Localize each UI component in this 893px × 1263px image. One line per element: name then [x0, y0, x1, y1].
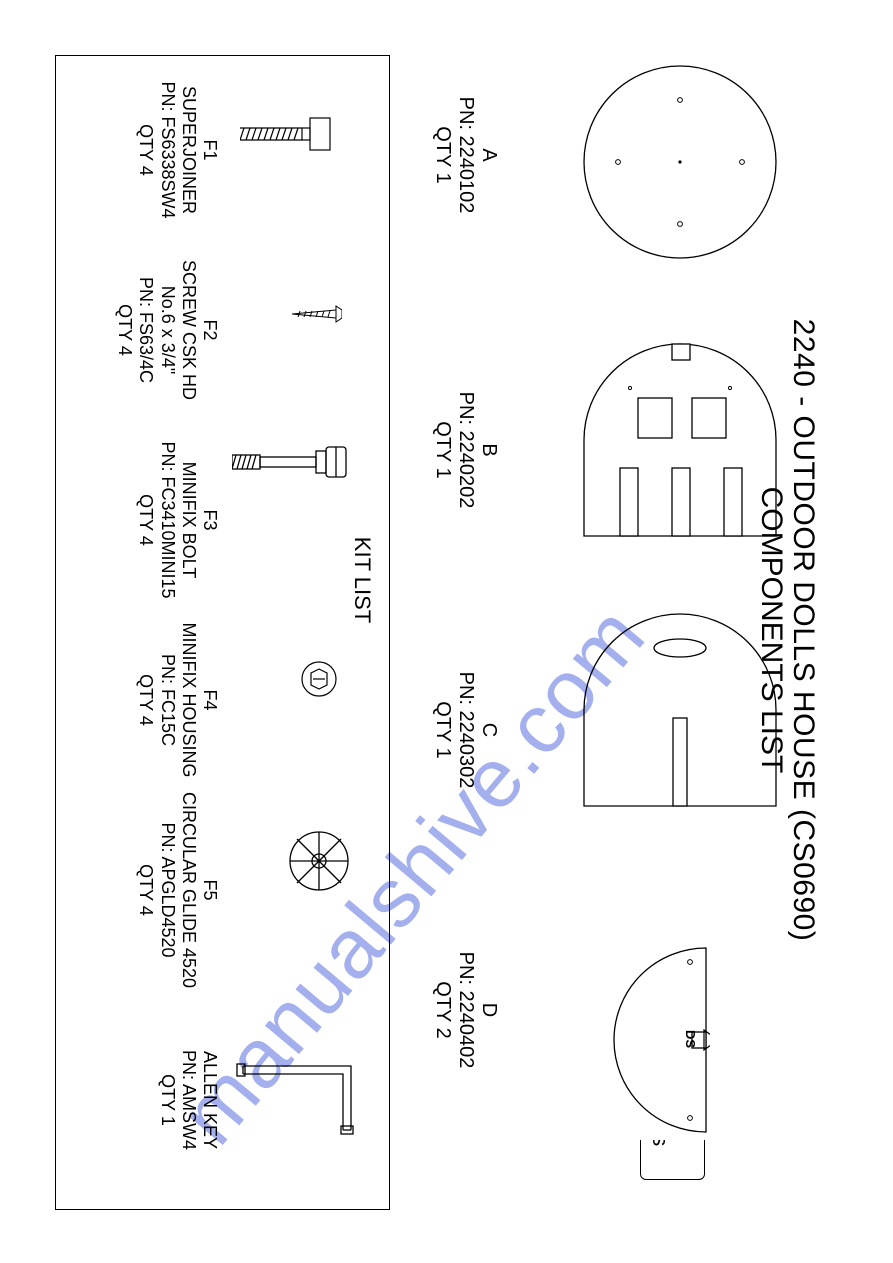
- component-D-qty: QTY 2: [431, 940, 454, 1080]
- component-D-letter: D: [477, 940, 500, 1080]
- ds-label: DS: [683, 1030, 698, 1048]
- kit-F4-qty: QTY 4: [135, 620, 156, 780]
- component-B-drawing: [580, 340, 780, 540]
- kit-list-panel: [55, 55, 390, 1210]
- kit-F3-code: F3: [199, 430, 220, 610]
- kit-F2-name: SCREW CSK HD: [178, 250, 199, 410]
- component-B-pn: PN: 2240202: [454, 380, 477, 520]
- allen-key-icon: [233, 1060, 363, 1140]
- component-C-pn: PN: 2240302: [454, 660, 477, 800]
- component-B-label: B PN: 2240202 QTY 1: [431, 380, 500, 520]
- kit-item-allen-key: ALLEN KEY PN: AMSW4 QTY 1: [156, 1030, 220, 1170]
- kit-F5-name: CIRCULAR GLIDE 4520: [178, 790, 199, 990]
- page-root: manualshive.com 2240 - OUTDOOR DOLLS HOU…: [0, 0, 893, 1263]
- kit-list-header: KIT LIST: [349, 520, 375, 640]
- kit-F6-name: ALLEN KEY: [199, 1030, 220, 1170]
- kit-F4-name: MINIFIX HOUSING: [178, 620, 199, 780]
- kit-F2-qty: QTY 4: [114, 250, 135, 410]
- kit-F4-code: F4: [199, 620, 220, 780]
- kit-item-F3: F3 MINIFIX BOLT PN: FC3410MINI15 QTY 4: [135, 430, 220, 610]
- minifix-bolt-icon: [232, 435, 352, 489]
- component-D-pn: PN: 2240402: [454, 940, 477, 1080]
- circular-glide-icon: [288, 830, 350, 892]
- component-A-pn: PN: 2240102: [454, 85, 477, 225]
- component-D-drawing: DS: [600, 940, 710, 1140]
- kit-F1-qty: QTY 4: [135, 70, 156, 230]
- component-B-letter: B: [477, 380, 500, 520]
- kit-item-F1: F1 SUPERJOINER PN: FS6338SW4 QTY 4: [135, 70, 220, 230]
- slotted-panel-icon: [580, 340, 780, 540]
- minifix-housing-icon: [300, 660, 338, 698]
- component-C-label: C PN: 2240302 QTY 1: [431, 660, 500, 800]
- kit-item-F2: F2 SCREW CSK HD No.6 x 3/4" PN: FS63/4C …: [114, 250, 220, 410]
- component-C-qty: QTY 1: [431, 660, 454, 800]
- slot-panel-icon: [580, 610, 780, 810]
- component-A-qty: QTY 1: [431, 85, 454, 225]
- kit-F2-pn: PN: FS63/4C: [135, 250, 156, 410]
- superjoiner-icon: [240, 110, 348, 158]
- component-D-label: D PN: 2240402 QTY 2: [431, 940, 500, 1080]
- kit-item-F5: F5 CIRCULAR GLIDE 4520 PN: APGLD4520 QTY…: [135, 790, 220, 990]
- circle-top-icon: [580, 62, 780, 262]
- title-line1: 2240 - OUTDOOR DOLLS HOUSE (CS0690): [786, 200, 820, 1060]
- component-A-label: A PN: 2240102 QTY 1: [431, 85, 500, 225]
- kit-item-F4: F4 MINIFIX HOUSING PN: FC15C QTY 4: [135, 620, 220, 780]
- kit-F5-code: F5: [199, 790, 220, 990]
- kit-F1-code: F1: [199, 70, 220, 230]
- component-C-letter: C: [477, 660, 500, 800]
- kit-F5-pn: PN: APGLD4520: [156, 790, 177, 990]
- component-C-drawing: [580, 610, 780, 810]
- kit-F3-pn: PN: FC3410MINI15: [156, 430, 177, 610]
- component-A-letter: A: [477, 85, 500, 225]
- kit-F6-qty: QTY 1: [156, 1030, 177, 1170]
- kit-F1-pn: PN: FS6338SW4: [156, 70, 177, 230]
- kit-F1-name: SUPERJOINER: [178, 70, 199, 230]
- kit-F4-pn: PN: FC15C: [156, 620, 177, 780]
- kit-F2-code: F2: [199, 250, 220, 410]
- screw-icon: [292, 290, 342, 338]
- kit-F3-qty: QTY 4: [135, 430, 156, 610]
- component-B-qty: QTY 1: [431, 380, 454, 520]
- component-A-drawing: [580, 62, 780, 262]
- kit-F3-name: MINIFIX BOLT: [178, 430, 199, 610]
- kit-F2-spec: No.6 x 3/4": [156, 250, 177, 410]
- kit-F6-pn: PN: AMSW4: [178, 1030, 199, 1170]
- kit-F5-qty: QTY 4: [135, 790, 156, 990]
